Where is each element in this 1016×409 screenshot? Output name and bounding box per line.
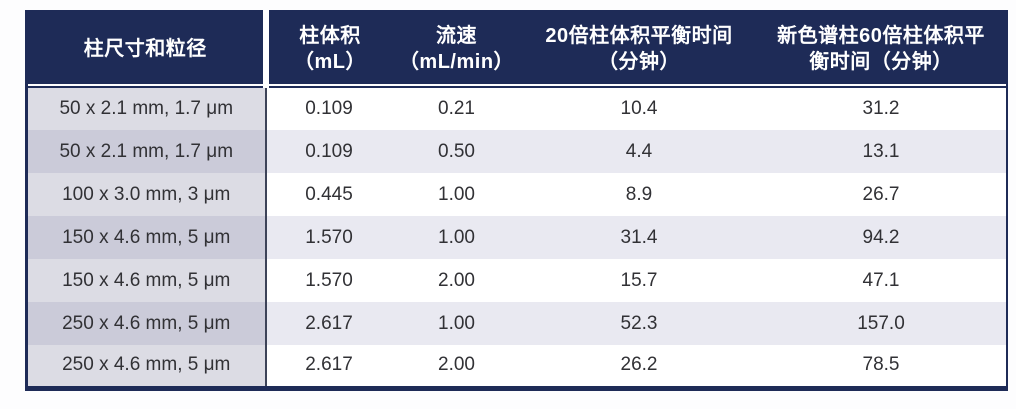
table-row: 250 x 4.6 mm, 5 μm 2.617 1.00 52.3 157.0 <box>26 302 1007 345</box>
header-line: （mL/min） <box>398 51 515 73</box>
table-header-row: 柱尺寸和粒径 柱体积 （mL） 流速 （mL/min） 20倍柱体积平衡时间 （… <box>26 11 1007 88</box>
cell-60x-time: 26.7 <box>756 173 1007 216</box>
table-row: 250 x 4.6 mm, 5 μm 2.617 2.00 26.2 78.5 <box>26 345 1007 388</box>
cell-20x-time: 4.4 <box>521 130 757 173</box>
cell-60x-time: 78.5 <box>756 345 1007 388</box>
table-row: 150 x 4.6 mm, 5 μm 1.570 2.00 15.7 47.1 <box>26 259 1007 302</box>
table-row: 150 x 4.6 mm, 5 μm 1.570 1.00 31.4 94.2 <box>26 216 1007 259</box>
cell-column-size: 250 x 4.6 mm, 5 μm <box>26 302 267 345</box>
cell-20x-time: 15.7 <box>521 259 757 302</box>
cell-20x-time: 26.2 <box>521 345 757 388</box>
cell-column-volume: 0.445 <box>265 173 392 216</box>
cell-column-size: 250 x 4.6 mm, 5 μm <box>26 345 267 388</box>
header-line: （分钟） <box>598 51 680 73</box>
header-line: 20倍柱体积平衡时间 <box>545 25 733 47</box>
cell-flow-rate: 1.00 <box>391 173 522 216</box>
cell-flow-rate: 0.50 <box>391 130 522 173</box>
table-row: 50 x 2.1 mm, 1.7 μm 0.109 0.50 4.4 13.1 <box>26 130 1007 173</box>
cell-20x-time: 31.4 <box>521 216 757 259</box>
column-equilibration-table: 柱尺寸和粒径 柱体积 （mL） 流速 （mL/min） 20倍柱体积平衡时间 （… <box>25 10 1008 391</box>
cell-column-size: 100 x 3.0 mm, 3 μm <box>26 173 267 216</box>
header-60x-equilibration-time: 新色谱柱60倍柱体积平 衡时间（分钟） <box>756 11 1007 88</box>
cell-60x-time: 31.2 <box>756 87 1007 130</box>
header-column-size: 柱尺寸和粒径 <box>26 11 269 88</box>
cell-60x-time: 157.0 <box>756 302 1007 345</box>
cell-60x-time: 13.1 <box>756 130 1007 173</box>
cell-column-size: 150 x 4.6 mm, 5 μm <box>26 259 267 302</box>
cell-column-volume: 1.570 <box>265 216 392 259</box>
table-row: 50 x 2.1 mm, 1.7 μm 0.109 0.21 10.4 31.2 <box>26 87 1007 130</box>
cell-flow-rate: 1.00 <box>391 216 522 259</box>
header-flow-rate: 流速 （mL/min） <box>391 11 522 88</box>
header-line: 新色谱柱60倍柱体积平 <box>777 25 985 47</box>
cell-60x-time: 47.1 <box>756 259 1007 302</box>
cell-flow-rate: 1.00 <box>391 302 522 345</box>
cell-flow-rate: 2.00 <box>391 345 522 388</box>
cell-column-volume: 0.109 <box>265 130 392 173</box>
table-row: 100 x 3.0 mm, 3 μm 0.445 1.00 8.9 26.7 <box>26 173 1007 216</box>
cell-flow-rate: 0.21 <box>391 87 522 130</box>
cell-column-volume: 2.617 <box>265 302 392 345</box>
cell-flow-rate: 2.00 <box>391 259 522 302</box>
cell-20x-time: 52.3 <box>521 302 757 345</box>
cell-column-size: 50 x 2.1 mm, 1.7 μm <box>26 87 267 130</box>
cell-column-volume: 2.617 <box>265 345 392 388</box>
header-line: 柱尺寸和粒径 <box>83 38 207 60</box>
cell-column-size: 150 x 4.6 mm, 5 μm <box>26 216 267 259</box>
header-line: 衡时间（分钟） <box>809 51 953 73</box>
cell-60x-time: 94.2 <box>756 216 1007 259</box>
cell-20x-time: 10.4 <box>521 87 757 130</box>
cell-column-volume: 0.109 <box>265 87 392 130</box>
header-line: 流速 <box>436 25 477 47</box>
cell-column-volume: 1.570 <box>265 259 392 302</box>
cell-20x-time: 8.9 <box>521 173 757 216</box>
header-column-volume: 柱体积 （mL） <box>265 11 392 88</box>
cell-column-size: 50 x 2.1 mm, 1.7 μm <box>26 130 267 173</box>
header-line: （mL） <box>294 51 366 73</box>
header-20x-equilibration-time: 20倍柱体积平衡时间 （分钟） <box>521 11 757 88</box>
header-line: 柱体积 <box>299 25 361 47</box>
